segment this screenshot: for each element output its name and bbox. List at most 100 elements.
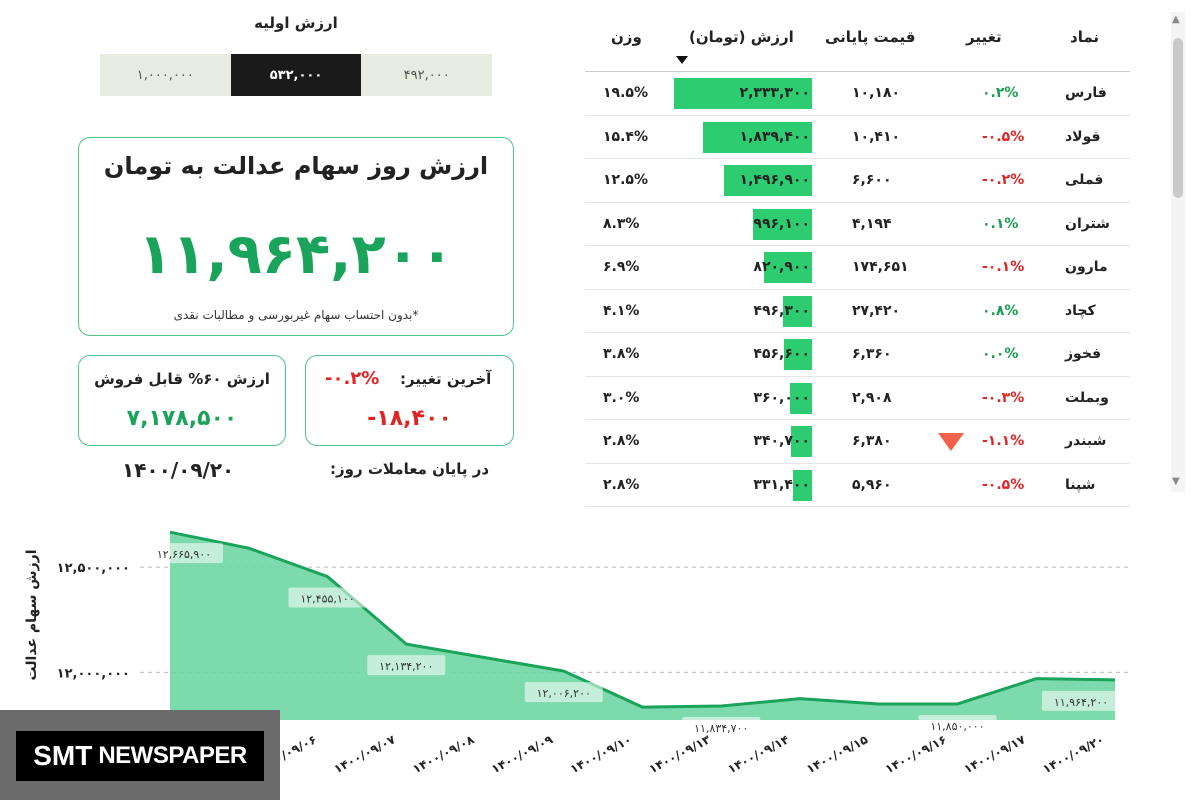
data-label-bg (682, 717, 761, 738)
value-bar (764, 252, 812, 283)
cell-change: ۰.۸% (982, 302, 1019, 319)
summary-note: *بدون احتساب سهام غیربورسی و مطالبات نقد… (173, 308, 419, 322)
series-line (169, 530, 1116, 709)
data-label-bg (288, 587, 367, 608)
header-weight[interactable]: وزن (611, 28, 642, 46)
last-change-percent: -۰.۲% (325, 368, 380, 389)
sort-desc-icon[interactable] (676, 56, 688, 64)
scroll-up-icon[interactable]: ▲ (1172, 14, 1180, 25)
table-row[interactable]: ۲.۸% ۳۴۰,۷۰۰ ۶,۳۸۰ -۱.۱% شبندر (585, 420, 1130, 464)
value-bar (791, 426, 812, 457)
cell-weight: ۳.۰% (603, 389, 640, 406)
cell-symbol[interactable]: شتران (1065, 215, 1110, 232)
table-row[interactable]: ۳.۸% ۴۵۶,۶۰۰ ۶,۳۶۰ ۰.۰% فخوز (585, 333, 1130, 377)
header-symbol[interactable]: نماد (1070, 28, 1100, 46)
cell-weight: ۲.۸% (603, 476, 640, 493)
cell-change: ۰.۲% (982, 85, 1019, 101)
initial-value-option[interactable]: ۴۹۲,۰۰۰ (361, 54, 493, 96)
table-scrollbar-thumb[interactable] (1173, 38, 1183, 198)
cell-price: ۲,۹۰۸ (852, 389, 892, 406)
table-row[interactable]: ۱۵.۴% ۱,۸۳۹,۴۰۰ ۱۰,۴۱۰ -۰.۵% فولاد (585, 116, 1130, 159)
cell-symbol[interactable]: شبندر (1065, 433, 1107, 449)
x-tick-label: ۱۴۰۰/۰۹/۰۹ (489, 732, 556, 776)
table-row[interactable]: ۱۲.۵% ۱,۴۹۶,۹۰۰ ۶,۶۰۰ -۰.۲% فملی (585, 159, 1130, 203)
cell-symbol[interactable]: فارس (1065, 85, 1107, 101)
cell-symbol[interactable]: کچاد (1065, 302, 1096, 319)
cell-value: ۹۹۶,۱۰۰ (753, 215, 810, 232)
cell-symbol[interactable]: شپنا (1065, 476, 1096, 493)
data-label-bg (524, 682, 603, 703)
summary-value: ۱۱,۹۶۴,۲۰۰ (138, 222, 454, 287)
summary-card (78, 137, 514, 336)
trading-date-label: در پایان معاملات روز: (330, 460, 490, 478)
holdings-table: وزن ارزش (تومان) قیمت پایانی تغییر نماد … (585, 12, 1130, 507)
logo-suffix: NEWSPAPER (98, 742, 247, 769)
data-label: ۱۱,۹۶۴,۲۰۰ (1054, 696, 1108, 709)
table-row[interactable]: ۳.۰% ۳۶۰,۰۰۰ ۲,۹۰۸ -۰.۳% وبملت (585, 377, 1130, 420)
header-value[interactable]: ارزش (تومان) (689, 28, 794, 46)
value-bar (703, 121, 812, 153)
cell-price: ۱۷۴,۶۵۱ (852, 259, 909, 275)
scroll-down-icon[interactable]: ▼ (1172, 476, 1180, 487)
cell-change: -۰.۲% (982, 172, 1025, 188)
cell-price: ۱۰,۱۸۰ (852, 85, 901, 101)
last-change-card (305, 355, 514, 446)
area-fill (170, 532, 1115, 720)
down-triangle-icon (938, 433, 964, 451)
table-row[interactable]: ۸.۳% ۹۹۶,۱۰۰ ۴,۱۹۴ ۰.۱% شتران (585, 203, 1130, 246)
header-change[interactable]: تغییر (966, 28, 1002, 46)
cell-value: ۱,۴۹۶,۹۰۰ (739, 172, 810, 188)
value-bar (793, 469, 812, 501)
cell-symbol[interactable]: وبملت (1065, 389, 1109, 406)
initial-value-selector: ۱,۰۰۰,۰۰۰ ۵۳۲,۰۰۰ ۴۹۲,۰۰۰ (100, 54, 493, 96)
cell-change: ۰.۱% (982, 215, 1019, 232)
cell-value: ۴۵۶,۶۰۰ (753, 346, 810, 362)
initial-value-title: ارزش اولیه (254, 14, 338, 32)
cell-weight: ۸.۳% (603, 215, 640, 232)
y-tick-label: ۱۲,۰۰۰,۰۰۰ (57, 666, 130, 681)
cell-symbol[interactable]: فملی (1065, 172, 1104, 188)
sellable-value: ۷,۱۷۸,۵۰۰ (126, 406, 238, 431)
table-row[interactable]: ۲.۸% ۳۳۱,۴۰۰ ۵,۹۶۰ -۰.۵% شپنا (585, 464, 1130, 507)
cell-price: ۶,۶۰۰ (852, 172, 892, 188)
data-label: ۱۲,۶۶۵,۹۰۰ (157, 548, 211, 561)
data-label: ۱۲,۱۳۴,۲۰۰ (379, 660, 433, 673)
cell-value: ۳۳۱,۴۰۰ (753, 476, 810, 493)
data-label: ۱۱,۸۳۴,۷۰۰ (694, 722, 748, 735)
cell-symbol[interactable]: فخوز (1065, 346, 1102, 362)
initial-value-option[interactable]: ۵۳۲,۰۰۰ (230, 54, 362, 96)
cell-value: ۴۹۶,۳۰۰ (753, 302, 810, 319)
cell-change: -۰.۳% (982, 389, 1025, 406)
x-tick-label: ۱۴۰۰/۰۹/۱۴ (725, 732, 791, 776)
x-tick-label: ۱۴۰۰/۰۹/۰۷ (332, 732, 399, 776)
cell-value: ۳۴۰,۷۰۰ (753, 433, 810, 449)
table-row[interactable]: ۶.۹% ۸۲۰,۹۰۰ ۱۷۴,۶۵۱ -۰.۱% مارون (585, 246, 1130, 290)
cell-value: ۳۶۰,۰۰۰ (753, 389, 810, 406)
cell-weight: ۶.۹% (603, 259, 640, 275)
cell-price: ۴,۱۹۴ (852, 215, 892, 232)
cell-change: -۱.۱% (982, 433, 1025, 449)
x-tick-label: ۱۴۰۰/۰۹/۱۶ (883, 732, 949, 776)
sellable-card (78, 355, 286, 446)
cell-value: ۸۲۰,۹۰۰ (753, 259, 810, 275)
x-tick-label: ۱۴۰۰/۰۹/۱۵ (804, 732, 870, 776)
last-change-value: -۱۸,۴۰۰ (367, 406, 452, 431)
value-bar (790, 382, 812, 414)
cell-price: ۲۷,۴۲۰ (852, 302, 901, 319)
cell-weight: ۴.۱% (603, 302, 640, 319)
table-row[interactable]: ۴.۱% ۴۹۶,۳۰۰ ۲۷,۴۲۰ ۰.۸% کچاد (585, 290, 1130, 333)
initial-value-option[interactable]: ۱,۰۰۰,۰۰۰ (100, 54, 231, 96)
table-row[interactable]: ۱۹.۵% ۲,۳۳۳,۳۰۰ ۱۰,۱۸۰ ۰.۲% فارس (585, 72, 1130, 116)
cell-change: ۰.۰% (982, 346, 1019, 362)
table-header: وزن ارزش (تومان) قیمت پایانی تغییر نماد (585, 12, 1130, 72)
summary-title: ارزش روز سهام عدالت به تومان (103, 152, 489, 180)
x-tick-label: ۱۴۰۰/۰۹/۰۸ (410, 732, 477, 776)
cell-weight: ۱۹.۵% (603, 85, 648, 101)
cell-weight: ۳.۸% (603, 346, 640, 362)
cell-symbol[interactable]: مارون (1065, 259, 1108, 275)
cell-symbol[interactable]: فولاد (1065, 128, 1101, 145)
header-price[interactable]: قیمت پایانی (825, 28, 916, 46)
cell-value: ۱,۸۳۹,۴۰۰ (739, 128, 810, 145)
cell-price: ۶,۳۸۰ (852, 433, 892, 449)
x-tick-label: ۱۴۰۰/۰۹/۱۳ (647, 732, 714, 776)
